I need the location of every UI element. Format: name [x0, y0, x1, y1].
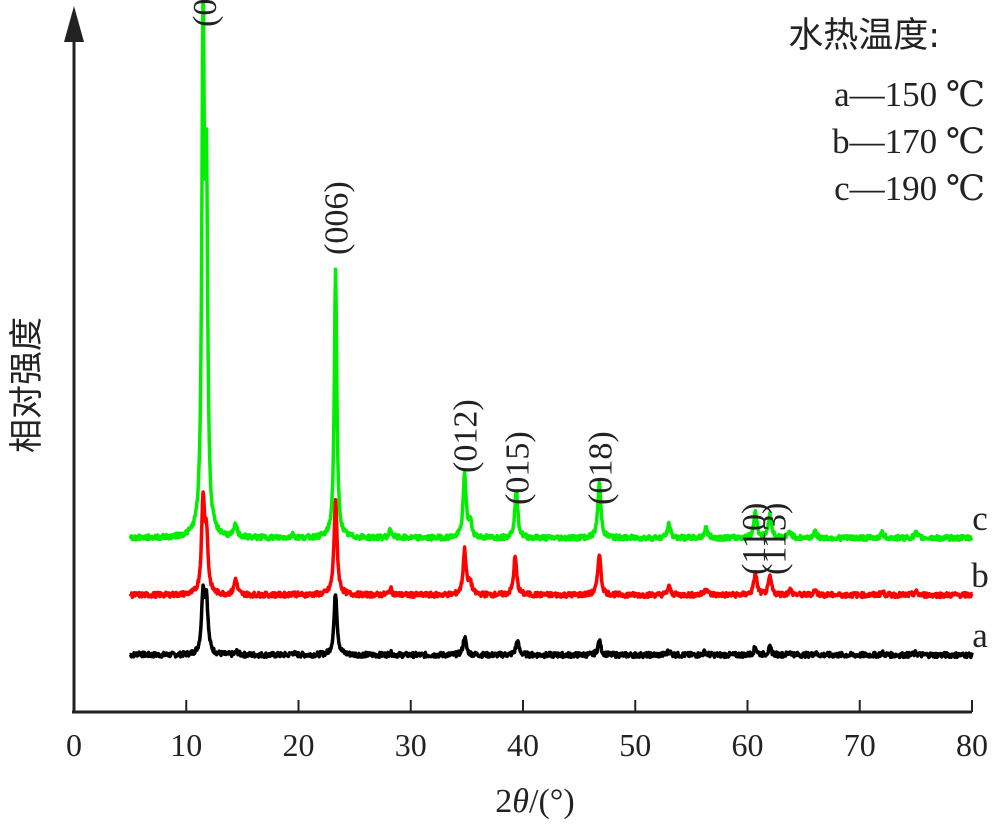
series-b-line	[128, 490, 974, 600]
legend-entry-c: c—190 ℃	[834, 169, 985, 208]
x-tick-label-30: 30	[395, 727, 427, 763]
series-c-line	[128, 0, 974, 543]
peak-label-015: (015)	[499, 431, 536, 505]
x-axis-label: 2θ/(°)	[495, 783, 574, 820]
curve-label-a: a	[972, 616, 988, 655]
curve-label-c: c	[972, 499, 988, 538]
curve-labels: abc	[971, 499, 989, 655]
legend-entry-a: a—150 ℃	[834, 75, 985, 114]
x-tick-label-0: 0	[66, 727, 82, 763]
x-tick-labels: 0 10 20 30 40 50 60 70 80	[66, 727, 988, 763]
peak-label-113: (113)	[756, 503, 793, 575]
y-axis-label: 相对强度	[7, 317, 47, 453]
x-tick-label-10: 10	[170, 727, 202, 763]
peak-label-110: (110)	[736, 503, 773, 575]
x-tick-label-50: 50	[619, 727, 651, 763]
x-tick-label-60: 60	[732, 727, 764, 763]
x-tick-label-80: 80	[956, 727, 988, 763]
peak-labels: (003) (006) (012) (015) (018) (110)(113)	[187, 0, 793, 575]
series-group	[128, 0, 974, 660]
y-axis-arrow	[64, 6, 84, 42]
x-tick-label-70: 70	[844, 727, 876, 763]
x-tick-label-40: 40	[507, 727, 539, 763]
legend-entry-b: b—170 ℃	[832, 122, 985, 161]
x-ticks	[73, 700, 973, 712]
peak-label-006: (006)	[319, 181, 356, 255]
peak-label-003: (003)	[187, 0, 224, 27]
legend-title: 水热温度:	[788, 16, 940, 56]
x-tick-label-20: 20	[283, 727, 315, 763]
series-a-line	[128, 583, 974, 660]
peak-label-018: (018)	[582, 431, 619, 505]
curve-label-b: b	[971, 556, 989, 595]
legend: 水热温度: a—150 ℃ b—170 ℃ c—190 ℃	[788, 16, 985, 208]
peak-label-012: (012)	[448, 399, 485, 473]
